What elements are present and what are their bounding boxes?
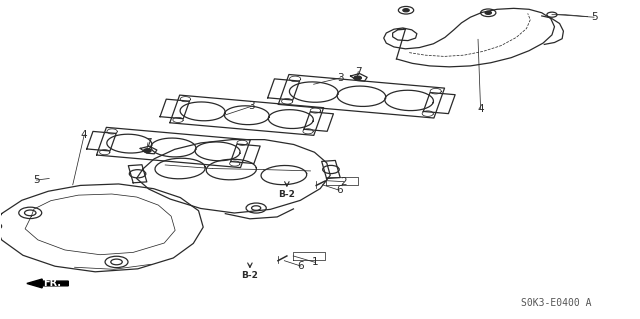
Text: 5: 5 <box>591 12 597 22</box>
Text: S0K3-E0400 A: S0K3-E0400 A <box>520 298 591 308</box>
Text: 1: 1 <box>312 257 318 267</box>
Text: 6: 6 <box>336 185 342 195</box>
Text: FR.: FR. <box>44 278 61 288</box>
Text: B-2: B-2 <box>241 271 259 280</box>
Text: 7: 7 <box>145 138 151 148</box>
FancyArrow shape <box>27 279 68 288</box>
Circle shape <box>403 9 409 12</box>
Circle shape <box>354 76 362 80</box>
Text: B-2: B-2 <box>278 190 295 199</box>
Text: 3: 3 <box>248 101 255 111</box>
Text: 5: 5 <box>33 175 40 185</box>
Circle shape <box>485 11 492 14</box>
Text: 7: 7 <box>355 67 362 77</box>
Text: 4: 4 <box>81 130 88 140</box>
Text: 6: 6 <box>298 261 304 271</box>
Circle shape <box>143 149 151 152</box>
Text: 3: 3 <box>337 73 344 83</box>
Text: 2: 2 <box>340 177 347 187</box>
Text: 4: 4 <box>477 104 484 114</box>
